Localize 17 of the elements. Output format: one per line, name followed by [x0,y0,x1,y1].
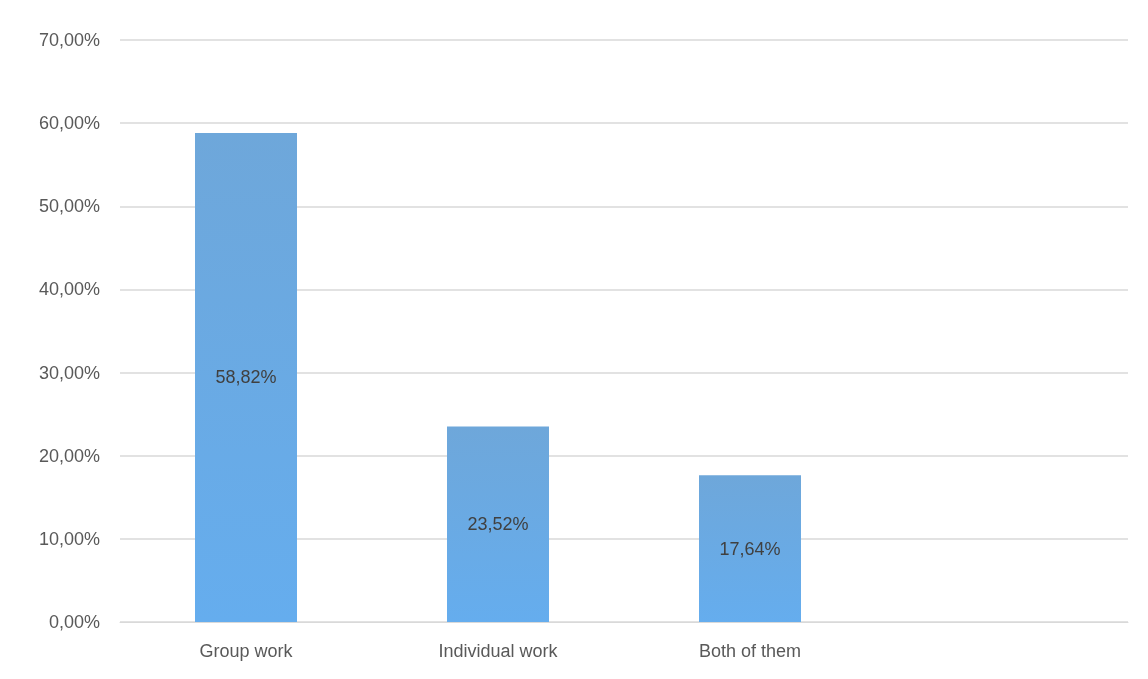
data-label: 17,64% [719,538,781,559]
data-label: 23,52% [467,514,529,535]
bar [195,132,297,622]
x-tick-label: Both of them [698,641,802,661]
y-tick-label: 40,00% [38,279,100,300]
y-tick-label: 30,00% [38,362,100,383]
y-tick-label: 70,00% [38,30,100,50]
y-tick-label: 50,00% [38,196,100,217]
x-tick-label: Individual work [438,641,559,661]
x-tick-label: Group work [199,641,294,661]
bar [447,426,549,622]
y-tick-label: 20,00% [38,445,100,466]
data-label: 58,82% [215,367,277,388]
bar [699,475,801,622]
y-tick-label: 0,00% [48,612,100,632]
y-tick-label: 10,00% [38,528,100,549]
y-tick-label: 60,00% [38,113,100,134]
